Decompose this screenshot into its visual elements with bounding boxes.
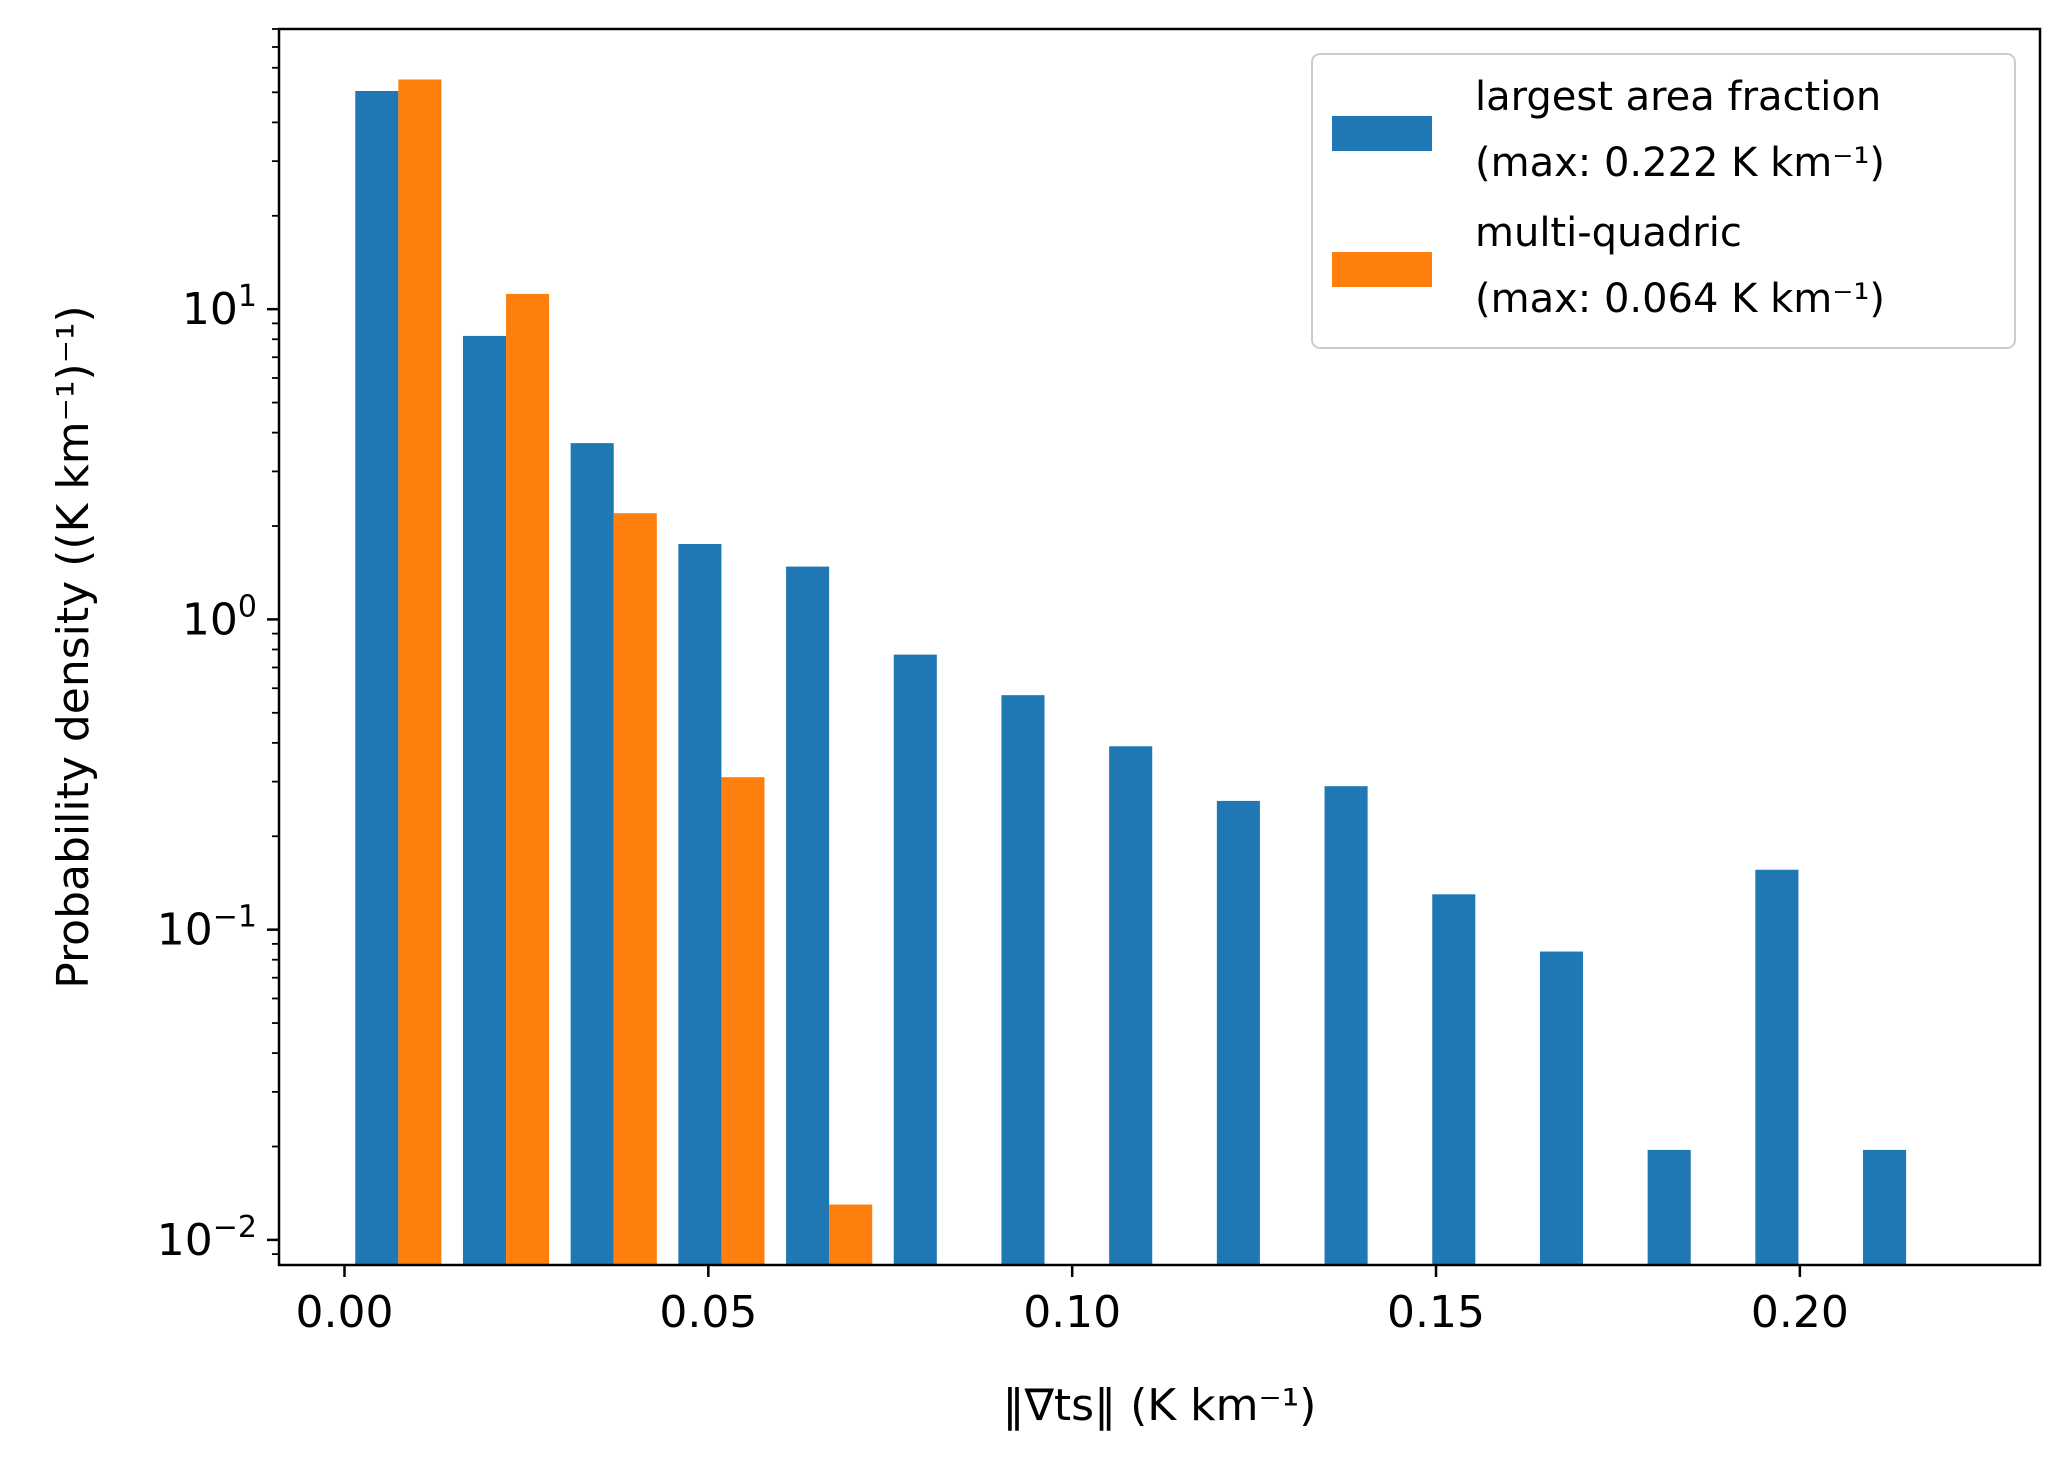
x-tick-label: 0.10 <box>1023 1287 1121 1338</box>
x-tick-label: 0.00 <box>296 1287 394 1338</box>
bar-series0-bin11 <box>1539 951 1584 1265</box>
y-tick-base: 10 <box>182 284 238 335</box>
x-tick-label: 0.05 <box>659 1287 757 1338</box>
bar-series0-bin2 <box>570 443 614 1266</box>
y-axis-label: Probability density ((K km⁻¹)⁻¹) <box>48 305 99 988</box>
legend-label-line2: (max: 0.064 K km⁻¹) <box>1475 276 1885 322</box>
bar-series0-bin1 <box>462 335 507 1265</box>
y-tick-exponent: −2 <box>213 1210 257 1245</box>
bars-layer <box>355 79 1907 1266</box>
plot-frame <box>277 27 2042 1267</box>
legend-swatch-0 <box>1332 116 1432 151</box>
bar-series0-bin10 <box>1432 894 1476 1265</box>
bar-series0-bin8 <box>1216 800 1260 1265</box>
y-tick-base: 10 <box>157 905 213 956</box>
bar-series1-bin0 <box>398 79 442 1266</box>
y-tick-label: 100 <box>182 589 257 645</box>
x-axis: 0.00 0.05 0.10 0.15 0.20 <box>296 1265 1849 1338</box>
bar-series1-bin3 <box>721 777 765 1265</box>
y-tick-exponent: 1 <box>238 279 257 314</box>
y-tick-label: 10−1 <box>157 900 257 956</box>
legend-box <box>1311 53 2016 349</box>
x-tick-label: 0.15 <box>1387 1287 1485 1338</box>
bar-series0-bin3 <box>678 544 722 1265</box>
bar-series0-bin4 <box>786 566 830 1265</box>
y-tick-base: 10 <box>157 1215 213 1266</box>
y-tick-label: 101 <box>182 279 257 335</box>
x-axis-label: ‖∇ts‖ (K km⁻¹) <box>1003 1380 1317 1431</box>
bar-series1-bin4 <box>829 1204 873 1265</box>
bar-series1-bin1 <box>506 293 550 1265</box>
legend-label-line1: largest area fraction <box>1475 74 1881 120</box>
bar-series1-bin2 <box>613 513 657 1265</box>
y-tick-exponent: 0 <box>238 589 257 624</box>
x-tick-label: 0.20 <box>1751 1287 1849 1338</box>
y-tick-label: 10−2 <box>157 1210 257 1266</box>
bar-series0-bin0 <box>355 90 399 1266</box>
bar-series0-bin7 <box>1109 746 1153 1265</box>
legend-label-line2: (max: 0.222 K km⁻¹) <box>1475 140 1885 186</box>
bar-series0-bin13 <box>1755 869 1799 1265</box>
bar-series0-bin9 <box>1324 786 1368 1265</box>
bar-series0-bin14 <box>1863 1149 1907 1265</box>
bar-series0-bin12 <box>1647 1149 1691 1265</box>
y-tick-base: 10 <box>182 594 238 645</box>
y-tick-exponent: −1 <box>213 900 257 935</box>
legend-swatch-1 <box>1332 252 1432 287</box>
legend: largest area fraction (max: 0.222 K km⁻¹)… <box>1311 53 2016 349</box>
legend-label-line1: multi-quadric <box>1475 210 1742 256</box>
bar-series0-bin6 <box>1001 695 1045 1265</box>
bar-series0-bin5 <box>893 654 937 1265</box>
